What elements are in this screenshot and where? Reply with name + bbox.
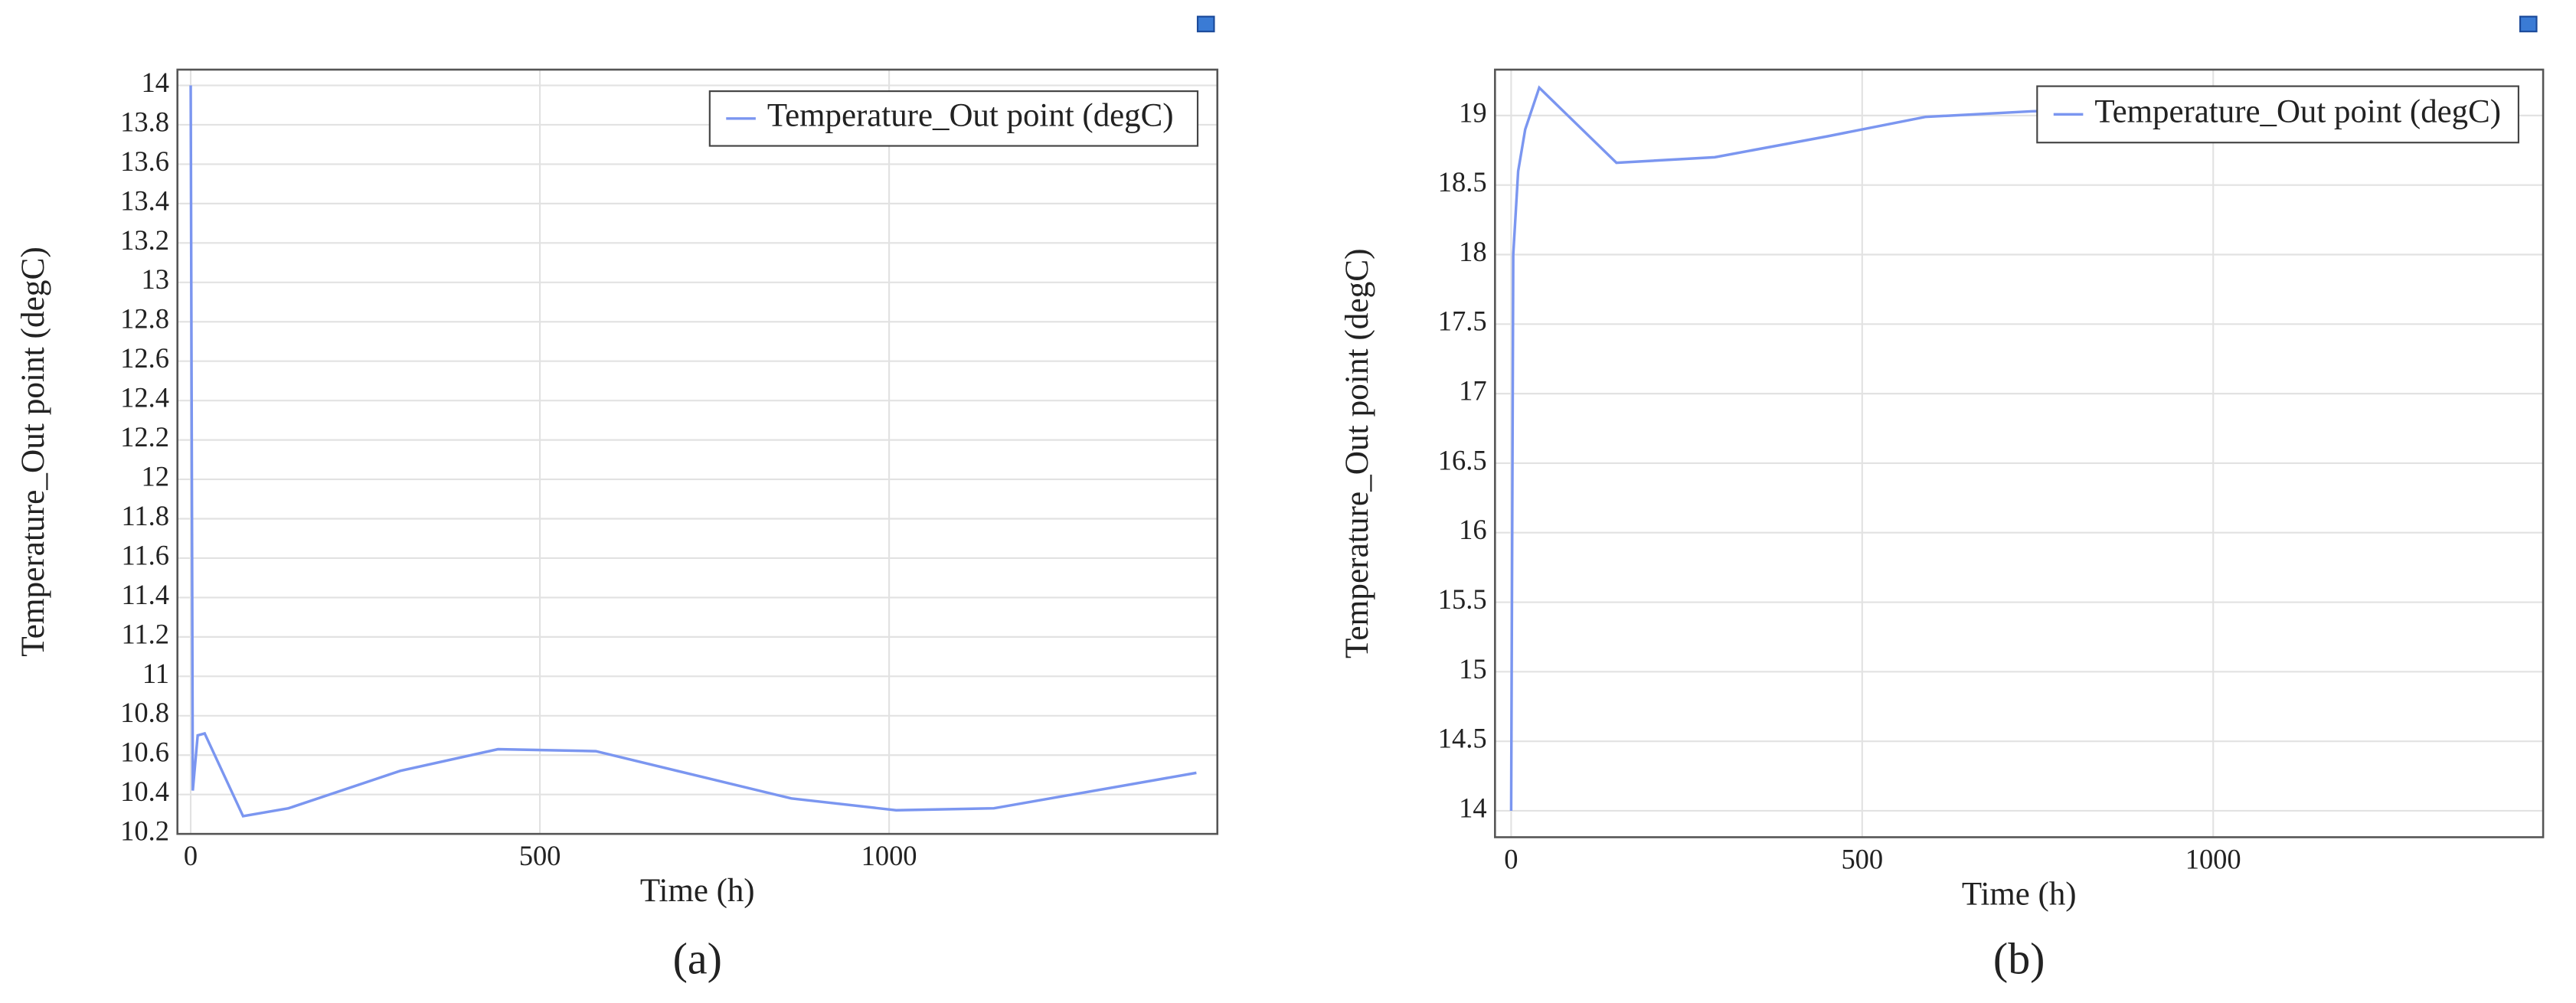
y-tick-label: 12.4 xyxy=(120,381,169,413)
y-tick-label: 12 xyxy=(142,460,169,492)
y-tick-label: 17 xyxy=(1459,374,1486,406)
y-tick-label: 11.2 xyxy=(122,618,169,649)
plot-area xyxy=(1495,69,2544,838)
y-tick-label: 16 xyxy=(1459,514,1486,545)
y-tick-label: 12.8 xyxy=(120,303,169,335)
x-axis-label: Time (h) xyxy=(640,873,755,909)
y-tick-label: 13.6 xyxy=(120,145,169,177)
legend-box xyxy=(2036,85,2519,144)
x-tick-label: 500 xyxy=(1841,843,1883,874)
window-icon xyxy=(1196,15,1215,33)
y-tick-label: 12.6 xyxy=(120,342,169,374)
panel-label: (a) xyxy=(673,933,722,983)
y-tick-label: 15 xyxy=(1459,653,1486,684)
y-tick-label: 10.8 xyxy=(120,697,169,728)
y-axis-label: Temperature_Out point (degC) xyxy=(15,247,51,657)
y-tick-label: 10.6 xyxy=(120,737,169,768)
plot-frame xyxy=(176,68,1219,835)
y-tick-label: 13.4 xyxy=(120,185,169,216)
y-tick-label: 10.4 xyxy=(120,776,169,807)
y-tick-label: 12.2 xyxy=(120,421,169,452)
y-tick-label: 19 xyxy=(1459,96,1486,128)
legend-label: Temperature_Out point (degC) xyxy=(2094,93,2501,129)
y-tick-label: 10.2 xyxy=(120,815,169,846)
x-axis-label: Time (h) xyxy=(1962,876,2077,912)
y-tick-label: 18 xyxy=(1459,236,1486,267)
x-tick-label: 1000 xyxy=(861,840,917,871)
window-icon xyxy=(2519,15,2538,33)
plot-frame xyxy=(1494,68,2545,838)
y-tick-label: 14 xyxy=(1459,792,1486,823)
data-line xyxy=(1509,85,2073,811)
y-tick-label: 11.6 xyxy=(122,539,169,570)
legend-box xyxy=(708,90,1199,147)
y-tick-label: 13 xyxy=(142,263,169,295)
y-tick-label: 14.5 xyxy=(1438,722,1487,753)
y-tick-label: 15.5 xyxy=(1438,583,1487,615)
y-tick-label: 13.8 xyxy=(120,106,169,137)
y-tick-label: 11 xyxy=(142,658,169,689)
y-tick-label: 14 xyxy=(142,67,169,98)
plot-area xyxy=(177,69,1218,835)
y-tick-label: 13.2 xyxy=(120,224,169,256)
x-tick-label: 1000 xyxy=(2185,843,2241,874)
x-tick-label: 0 xyxy=(1504,843,1518,874)
data-line xyxy=(189,85,1197,818)
x-tick-label: 0 xyxy=(184,840,198,871)
legend-label: Temperature_Out point (degC) xyxy=(767,98,1174,134)
y-tick-label: 11.8 xyxy=(122,500,169,531)
y-tick-label: 17.5 xyxy=(1438,305,1487,337)
y-axis-label: Temperature_Out point (degC) xyxy=(1339,248,1375,658)
panel-label: (b) xyxy=(1993,933,2045,983)
y-tick-label: 11.4 xyxy=(122,579,169,610)
x-tick-label: 500 xyxy=(519,840,561,871)
y-tick-label: 16.5 xyxy=(1438,444,1487,475)
y-tick-label: 18.5 xyxy=(1438,166,1487,198)
